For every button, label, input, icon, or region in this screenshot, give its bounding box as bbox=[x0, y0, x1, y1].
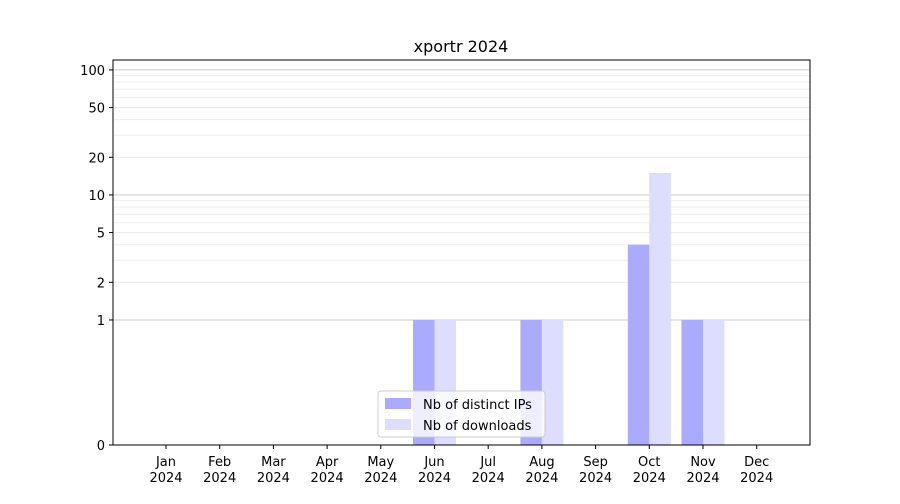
y-tick-label: 20 bbox=[88, 151, 105, 166]
bar-distinct-ips-nov bbox=[681, 319, 703, 445]
x-tick-label-month: Jul bbox=[479, 455, 496, 470]
x-tick-label-year: 2024 bbox=[740, 471, 773, 486]
x-tick-label-month: Mar bbox=[261, 455, 286, 470]
x-tick-label-month: Oct bbox=[638, 455, 660, 470]
y-tick-label: 50 bbox=[88, 102, 105, 117]
y-tick-label: 0 bbox=[97, 439, 105, 454]
x-tick-label-year: 2024 bbox=[149, 471, 182, 486]
legend-swatch-distinct-ips bbox=[385, 398, 411, 409]
x-tick-label-year: 2024 bbox=[311, 471, 344, 486]
chart-title: xportr 2024 bbox=[414, 37, 509, 56]
bar-distinct-ips-oct bbox=[627, 244, 650, 445]
y-tick-label: 100 bbox=[80, 64, 105, 79]
legend-label-distinct-ips: Nb of distinct IPs bbox=[423, 398, 532, 413]
x-tick-label-year: 2024 bbox=[525, 471, 558, 486]
y-tick-label: 2 bbox=[97, 276, 105, 291]
bar-downloads-oct bbox=[649, 172, 671, 445]
x-tick-label-month: Apr bbox=[316, 455, 339, 470]
x-tick-label-month: Nov bbox=[690, 455, 716, 470]
x-tick-label-month: Jun bbox=[423, 455, 444, 470]
x-tick-label-month: Dec bbox=[744, 455, 769, 470]
x-tick-label-month: Aug bbox=[529, 455, 554, 470]
y-tick-label: 5 bbox=[97, 227, 105, 242]
x-tick-label-month: Sep bbox=[583, 455, 608, 470]
legend-label-downloads: Nb of downloads bbox=[423, 419, 532, 434]
legend-swatch-downloads bbox=[385, 419, 411, 430]
legend-box bbox=[377, 390, 546, 438]
x-tick-label-year: 2024 bbox=[418, 471, 451, 486]
x-tick-label-year: 2024 bbox=[579, 471, 612, 486]
x-tick-label-year: 2024 bbox=[364, 471, 397, 486]
y-tick-label: 10 bbox=[88, 189, 105, 204]
x-tick-label-month: Jan bbox=[155, 455, 176, 470]
y-tick-label: 1 bbox=[97, 314, 105, 329]
y-axis: 0 1 2 5 10 20 50 100 bbox=[80, 64, 113, 454]
x-axis: Jan2024Feb2024Mar2024Apr2024May2024Jun20… bbox=[149, 445, 773, 486]
legend: Nb of distinct IPs Nb of downloads bbox=[377, 390, 546, 438]
plot-frame bbox=[112, 59, 811, 446]
x-tick-label-year: 2024 bbox=[472, 471, 505, 486]
x-tick-label-year: 2024 bbox=[633, 471, 666, 486]
x-tick-label-month: May bbox=[367, 455, 394, 470]
x-tick-label-year: 2024 bbox=[203, 471, 236, 486]
grid-lines bbox=[113, 69, 810, 321]
bar-downloads-aug bbox=[541, 319, 564, 445]
x-tick-label-year: 2024 bbox=[257, 471, 290, 486]
x-tick-label-year: 2024 bbox=[686, 471, 719, 486]
bar-downloads-nov bbox=[703, 319, 725, 445]
x-tick-label-month: Feb bbox=[208, 455, 231, 470]
